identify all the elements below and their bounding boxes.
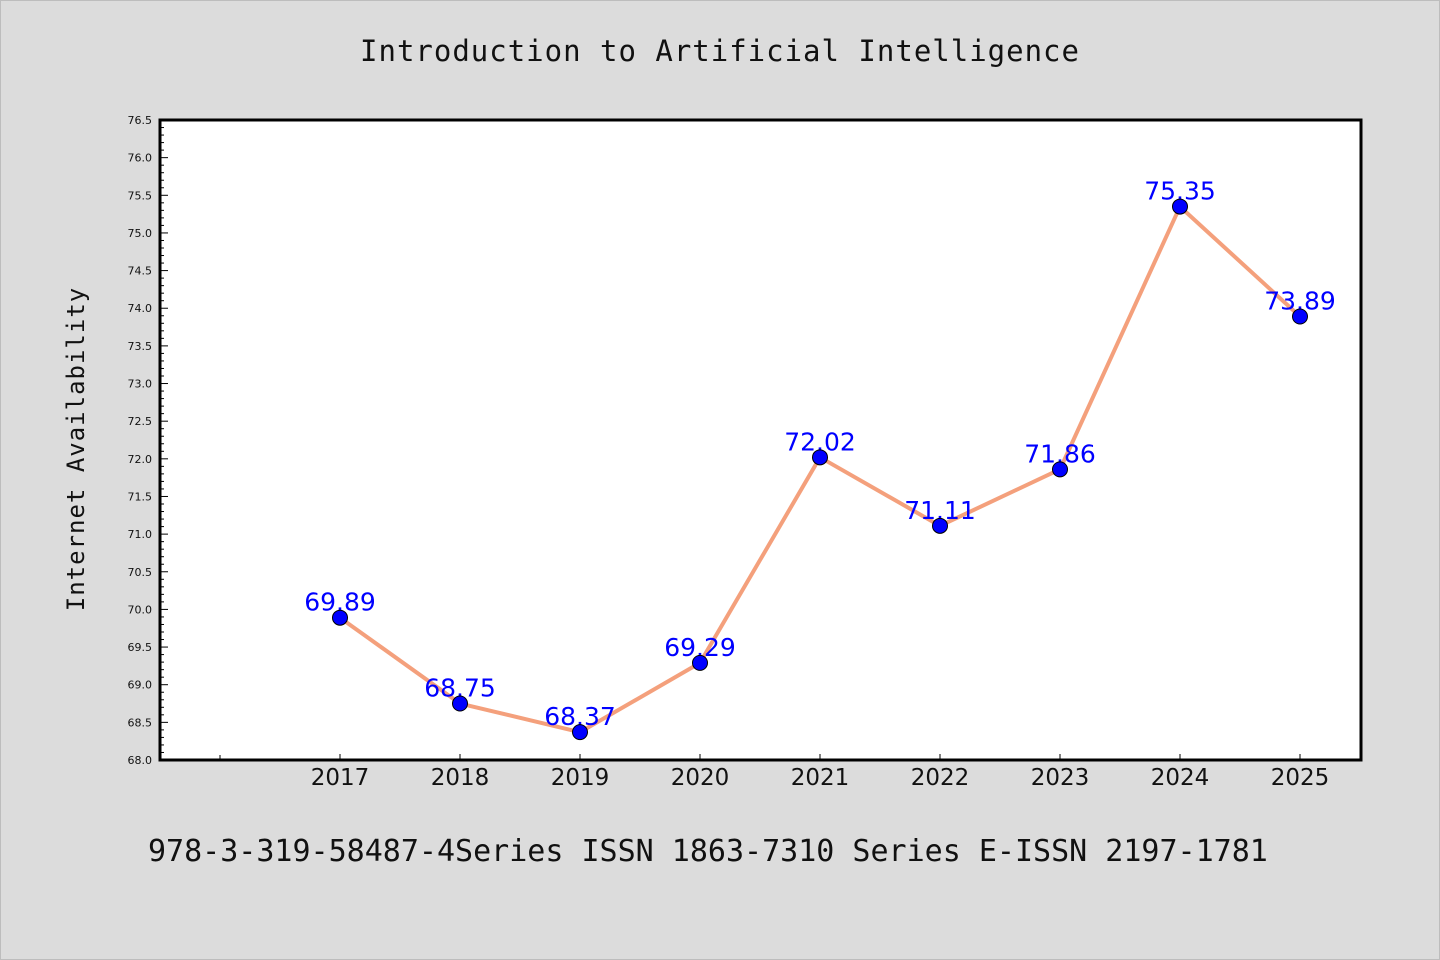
y-tick-label: 73.0: [128, 378, 153, 391]
data-point: [812, 449, 828, 466]
data-point: [1172, 198, 1188, 215]
x-tick-label: 2019: [551, 765, 610, 791]
x-tick-label: 2022: [911, 765, 970, 791]
x-tick-label: 2023: [1031, 765, 1090, 791]
y-tick-label: 75.0: [128, 227, 153, 240]
footer-text: 978-3-319-58487-4Series ISSN 1863-7310 S…: [148, 834, 1268, 869]
data-point: [1052, 461, 1068, 478]
y-tick-label: 69.5: [128, 641, 153, 654]
x-tick-label: 2017: [311, 765, 370, 791]
x-tick-label: 2021: [791, 765, 850, 791]
y-tick-label: 70.0: [128, 603, 153, 616]
data-point: [452, 695, 468, 712]
y-tick-label: 73.5: [128, 340, 153, 353]
y-tick-label: 69.0: [128, 679, 153, 692]
plot-area: [158, 118, 1363, 762]
y-tick-label: 75.5: [128, 189, 153, 202]
x-tick-label: 2020: [671, 765, 730, 791]
y-tick-label: 71.0: [128, 528, 153, 541]
y-tick-label: 72.0: [128, 453, 153, 466]
data-point: [692, 654, 708, 671]
data-point: [332, 609, 348, 626]
y-tick-label: 68.5: [128, 716, 153, 729]
data-point: [932, 517, 948, 534]
chart-title: Introduction to Artificial Intelligence: [360, 34, 1080, 68]
y-tick-label: 76.5: [128, 114, 153, 127]
y-tick-label: 68.0: [128, 754, 153, 767]
y-tick-label: 74.5: [128, 265, 153, 278]
x-tick-label: 2025: [1271, 765, 1330, 791]
y-tick-label: 70.5: [128, 566, 153, 579]
x-tick-label: 2018: [431, 765, 490, 791]
data-point: [572, 724, 588, 741]
y-tick-label: 76.0: [128, 152, 153, 165]
y-tick-label: 74.0: [128, 302, 153, 315]
x-tick-label: 2024: [1151, 765, 1210, 791]
data-point: [1292, 308, 1308, 325]
y-tick-label: 72.5: [128, 415, 153, 428]
y-tick-label: 71.5: [128, 490, 153, 503]
